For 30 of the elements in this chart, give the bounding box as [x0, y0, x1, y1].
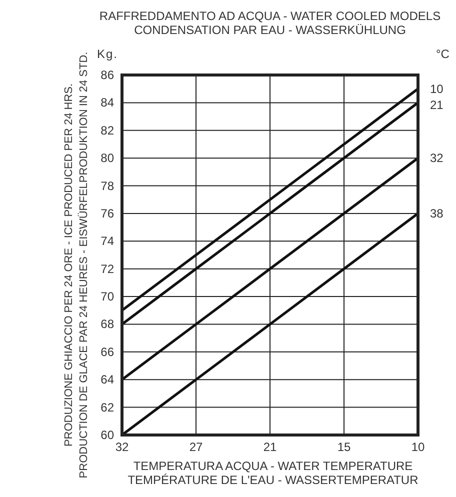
- y-tick-label: 68: [100, 317, 114, 332]
- y-tick-label: 80: [100, 151, 114, 166]
- series-label: 21: [430, 98, 444, 112]
- chart-title: RAFFREDDAMENTO AD ACQUA - WATER COOLED MODELS CONDENSATION PAR EAU - WASSERKÜHLUNG: [99, 9, 441, 37]
- text: Kg.: [97, 47, 118, 61]
- y-tick-label: 84: [100, 96, 114, 110]
- series-label: 10: [430, 82, 444, 96]
- x-tick-label: 27: [189, 440, 203, 454]
- y-tick-label: 70: [100, 290, 114, 304]
- y-axis-title: PRODUZIONE GHIACCIO PER 24 ORE - ICE PRODUCED PER 24 HRS. PRODUCTION DE GLACE PAR 24 HEURES - EISWÜRFELPRODUKTION IN 24 STD.: [63, 52, 90, 478]
- y-tick-label: 64: [100, 372, 114, 387]
- y-tick-label: 82: [100, 123, 114, 138]
- y-tick-label: 62: [100, 400, 114, 414]
- legend-title: °C: [436, 47, 450, 61]
- x-axis-title: TEMPERATURA ACQUA - WATER TEMPERATURE TEMPÉRATURE DE L'EAU - WASSERTEMPERATUR: [128, 459, 419, 487]
- y-tick-label: 76: [100, 206, 114, 220]
- y-tick-label: 60: [100, 428, 114, 442]
- y-tick-label: 66: [100, 344, 114, 359]
- series-label: 32: [430, 151, 444, 166]
- y-tick-label: 74: [100, 234, 114, 248]
- x-tick-label: 32: [115, 440, 129, 454]
- x-tick-label: 10: [411, 440, 425, 454]
- line-series: [120, 212, 420, 436]
- y-tick-label: 86: [100, 68, 114, 82]
- y-tick-label: 78: [100, 178, 114, 193]
- line-series: [120, 156, 420, 381]
- x-tick-label: 21: [263, 440, 277, 454]
- x-tick-label: 15: [337, 440, 351, 454]
- series-label: 38: [430, 206, 444, 220]
- y-tick-label: 72: [100, 262, 114, 276]
